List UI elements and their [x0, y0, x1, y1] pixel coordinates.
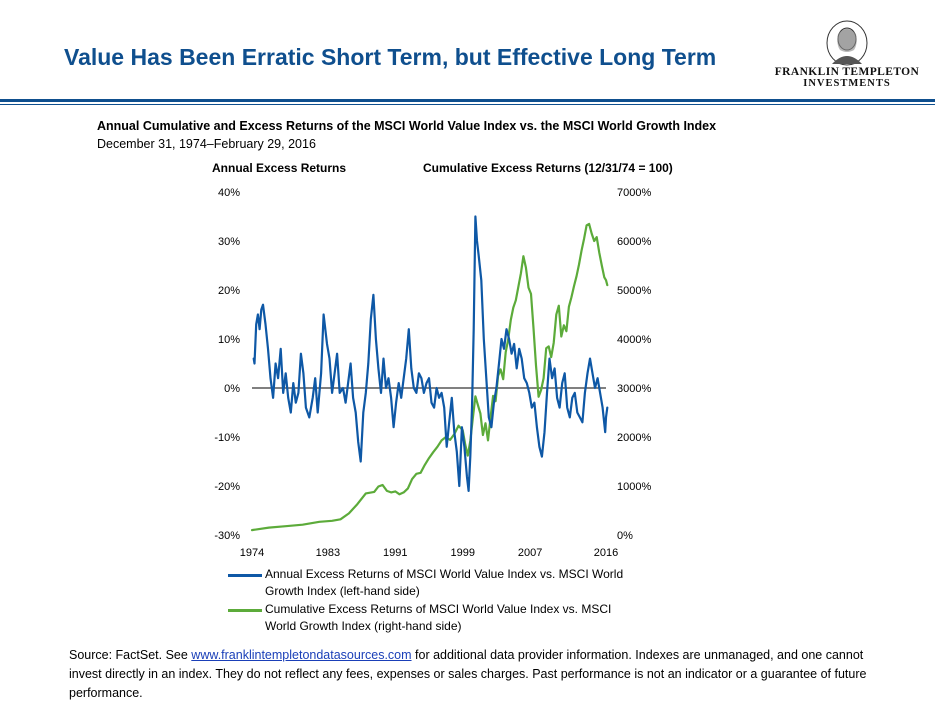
logo-wordmark-line2: INVESTMENTS	[803, 78, 891, 89]
logo-wordmark-line1: FRANKLIN TEMPLETON	[774, 66, 920, 78]
y-right-tick-label: 4000%	[617, 334, 651, 346]
legend-label-annual: Annual Excess Returns of MSCI World Valu…	[265, 567, 624, 598]
header-rule-thin	[0, 104, 935, 105]
y-left-tick-label: 40%	[218, 187, 240, 199]
x-tick-label: 1991	[383, 547, 407, 559]
y-left-tick-label: -30%	[214, 530, 240, 542]
data-sources-link[interactable]: www.franklintempletondatasources.com	[191, 648, 412, 662]
legend-swatch-annual	[228, 574, 262, 577]
y-left-tick-label: -10%	[214, 432, 240, 444]
right-axis-title: Cumulative Excess Returns (12/31/74 = 10…	[423, 161, 673, 175]
page-title: Value Has Been Erratic Short Term, but E…	[64, 44, 717, 70]
y-left-tick-label: 30%	[218, 236, 240, 248]
x-tick-label: 2016	[594, 547, 618, 559]
legend-label-cumulative: Cumulative Excess Returns of MSCI World …	[265, 602, 612, 633]
y-left-tick-label: 20%	[218, 285, 240, 297]
x-tick-label: 1974	[240, 547, 264, 559]
y-right-tick-label: 2000%	[617, 432, 651, 444]
franklin-portrait-icon	[826, 20, 868, 66]
cumulative-excess-returns-line	[250, 222, 609, 532]
annual-excess-returns-line	[252, 215, 609, 492]
y-left-tick-label: 0%	[224, 383, 240, 395]
chart-title: Annual Cumulative and Excess Returns of …	[97, 119, 717, 133]
y-right-tick-label: 5000%	[617, 285, 651, 297]
x-tick-label: 1999	[450, 547, 474, 559]
x-tick-label: 2007	[518, 547, 542, 559]
y-right-tick-label: 7000%	[617, 187, 651, 199]
header-rule-thick	[0, 99, 935, 102]
source-suffix: for additional data provider information…	[69, 648, 867, 700]
legend-swatch-cumulative	[228, 609, 262, 612]
x-tick-label: 1983	[316, 547, 340, 559]
y-left-tick-label: -20%	[214, 481, 240, 493]
left-axis-title: Annual Excess Returns	[212, 161, 347, 175]
y-right-tick-label: 1000%	[617, 481, 651, 493]
source-note: Source: FactSet. See www.franklintemplet…	[69, 646, 899, 703]
y-left-tick-label: 10%	[218, 334, 240, 346]
source-prefix: Source: FactSet. See	[69, 648, 192, 662]
y-right-tick-label: 3000%	[617, 383, 651, 395]
y-right-tick-label: 6000%	[617, 236, 651, 248]
franklin-templeton-logo: FRANKLIN TEMPLETON INVESTMENTS	[772, 20, 922, 92]
chart-subtitle: December 31, 1974–February 29, 2016	[97, 137, 316, 151]
y-right-tick-label: 0%	[617, 530, 633, 542]
